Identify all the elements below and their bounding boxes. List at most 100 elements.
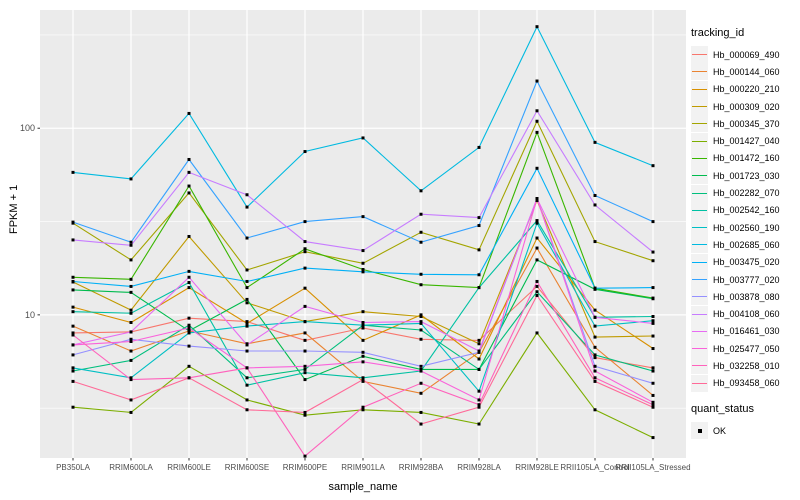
data-point-marker — [71, 343, 75, 347]
data-point-marker — [129, 240, 133, 244]
legend-key — [691, 98, 708, 116]
x-tick-label: RRIM928LE — [515, 463, 559, 472]
data-point-marker — [651, 436, 655, 440]
data-point-marker — [129, 410, 133, 414]
data-point-marker — [593, 140, 597, 144]
data-point-marker — [593, 335, 597, 339]
legend-item: Hb_002685_060 — [691, 236, 799, 254]
data-point-marker — [303, 349, 307, 353]
data-point-marker — [129, 284, 133, 288]
data-point-marker — [477, 389, 481, 393]
data-point-marker — [71, 324, 75, 328]
data-point-marker — [71, 220, 75, 224]
data-point-marker — [593, 345, 597, 349]
data-point-marker — [419, 283, 423, 287]
x-tick-label: RRIM600PE — [283, 463, 327, 472]
data-point-marker — [477, 273, 481, 277]
data-point-marker — [303, 286, 307, 290]
legend-line-swatch — [692, 313, 707, 315]
data-point-marker — [129, 358, 133, 362]
legend-line-swatch — [692, 106, 707, 108]
data-point-marker — [535, 198, 539, 202]
legend-key — [691, 149, 708, 167]
x-tick-label: RRII105LA_Stressed — [615, 463, 690, 472]
data-point-marker — [187, 170, 191, 174]
data-point-marker — [71, 379, 75, 383]
legend-key — [691, 253, 708, 271]
data-point-marker — [303, 250, 307, 254]
data-point-marker — [477, 349, 481, 353]
data-point-marker — [477, 398, 481, 402]
data-point-marker — [651, 381, 655, 385]
legend-key — [691, 271, 708, 288]
data-point-marker — [245, 321, 249, 325]
data-point-marker — [245, 268, 249, 272]
x-tick-label: RRIM600SE — [225, 463, 269, 472]
data-point-marker — [651, 314, 655, 318]
legend-item: Hb_001427_040 — [691, 132, 799, 150]
data-point-marker — [129, 376, 133, 380]
data-point-marker — [187, 316, 191, 320]
legend-item: Hb_016461_030 — [691, 322, 799, 340]
legend-item: Hb_003777_020 — [691, 271, 799, 288]
legend-line-swatch — [692, 88, 707, 90]
data-point-marker — [245, 324, 249, 328]
data-point-marker — [245, 205, 249, 209]
legend-line-swatch — [692, 330, 707, 332]
data-point-marker — [535, 119, 539, 123]
y-tick-label: 100 — [20, 123, 35, 133]
legend-key — [691, 357, 708, 375]
data-point-marker — [477, 367, 481, 371]
data-point-marker — [535, 284, 539, 288]
legend-item: Hb_025477_050 — [691, 340, 799, 358]
data-point-marker — [651, 164, 655, 168]
data-point-marker — [303, 240, 307, 244]
data-point-marker — [593, 369, 597, 373]
data-point-marker — [477, 216, 481, 220]
data-point-marker — [303, 247, 307, 251]
legend-item: Hb_000144_060 — [691, 63, 799, 81]
legend-item: Hb_002560_190 — [691, 219, 799, 237]
data-point-marker — [535, 197, 539, 201]
data-point-marker — [477, 357, 481, 361]
data-point-marker — [129, 243, 133, 247]
data-point-marker — [129, 290, 133, 294]
data-point-marker — [245, 236, 249, 240]
data-point-marker — [71, 405, 75, 409]
data-point-marker — [477, 403, 481, 407]
data-point-marker — [593, 376, 597, 380]
legend-item-label: Hb_032258_010 — [713, 360, 780, 371]
data-point-marker — [129, 349, 133, 353]
data-point-marker — [419, 212, 423, 216]
legend-shape-entries: OK — [691, 422, 799, 440]
legend-item-quant: OK — [691, 422, 799, 440]
data-point-marker — [535, 130, 539, 134]
data-point-marker — [535, 109, 539, 113]
legend-quant-status-block: quant_status OK — [691, 403, 799, 440]
data-point-marker — [245, 279, 249, 283]
data-point-marker — [593, 356, 597, 360]
data-point-marker — [477, 405, 481, 409]
data-point-marker — [593, 203, 597, 207]
legend-key — [691, 219, 708, 237]
legend-line-swatch — [692, 244, 707, 246]
legend-item: Hb_000309_020 — [691, 98, 799, 116]
legend-item-label: Hb_016461_030 — [713, 326, 780, 337]
data-point-marker — [187, 191, 191, 195]
data-point-marker — [303, 220, 307, 224]
data-point-marker — [129, 398, 133, 402]
data-point-marker — [535, 236, 539, 240]
data-point-marker — [303, 410, 307, 414]
data-point-marker — [651, 405, 655, 409]
legend-item: Hb_000345_370 — [691, 115, 799, 133]
data-point-marker — [419, 272, 423, 276]
data-point-marker — [535, 246, 539, 250]
legend-item-label: Hb_001472_160 — [713, 153, 780, 164]
data-point-marker — [303, 338, 307, 342]
legend-key — [691, 184, 708, 202]
data-point-marker — [303, 304, 307, 308]
data-point-marker — [651, 403, 655, 407]
data-point-marker — [303, 413, 307, 417]
data-point-marker — [245, 193, 249, 197]
data-point-marker — [535, 331, 539, 335]
